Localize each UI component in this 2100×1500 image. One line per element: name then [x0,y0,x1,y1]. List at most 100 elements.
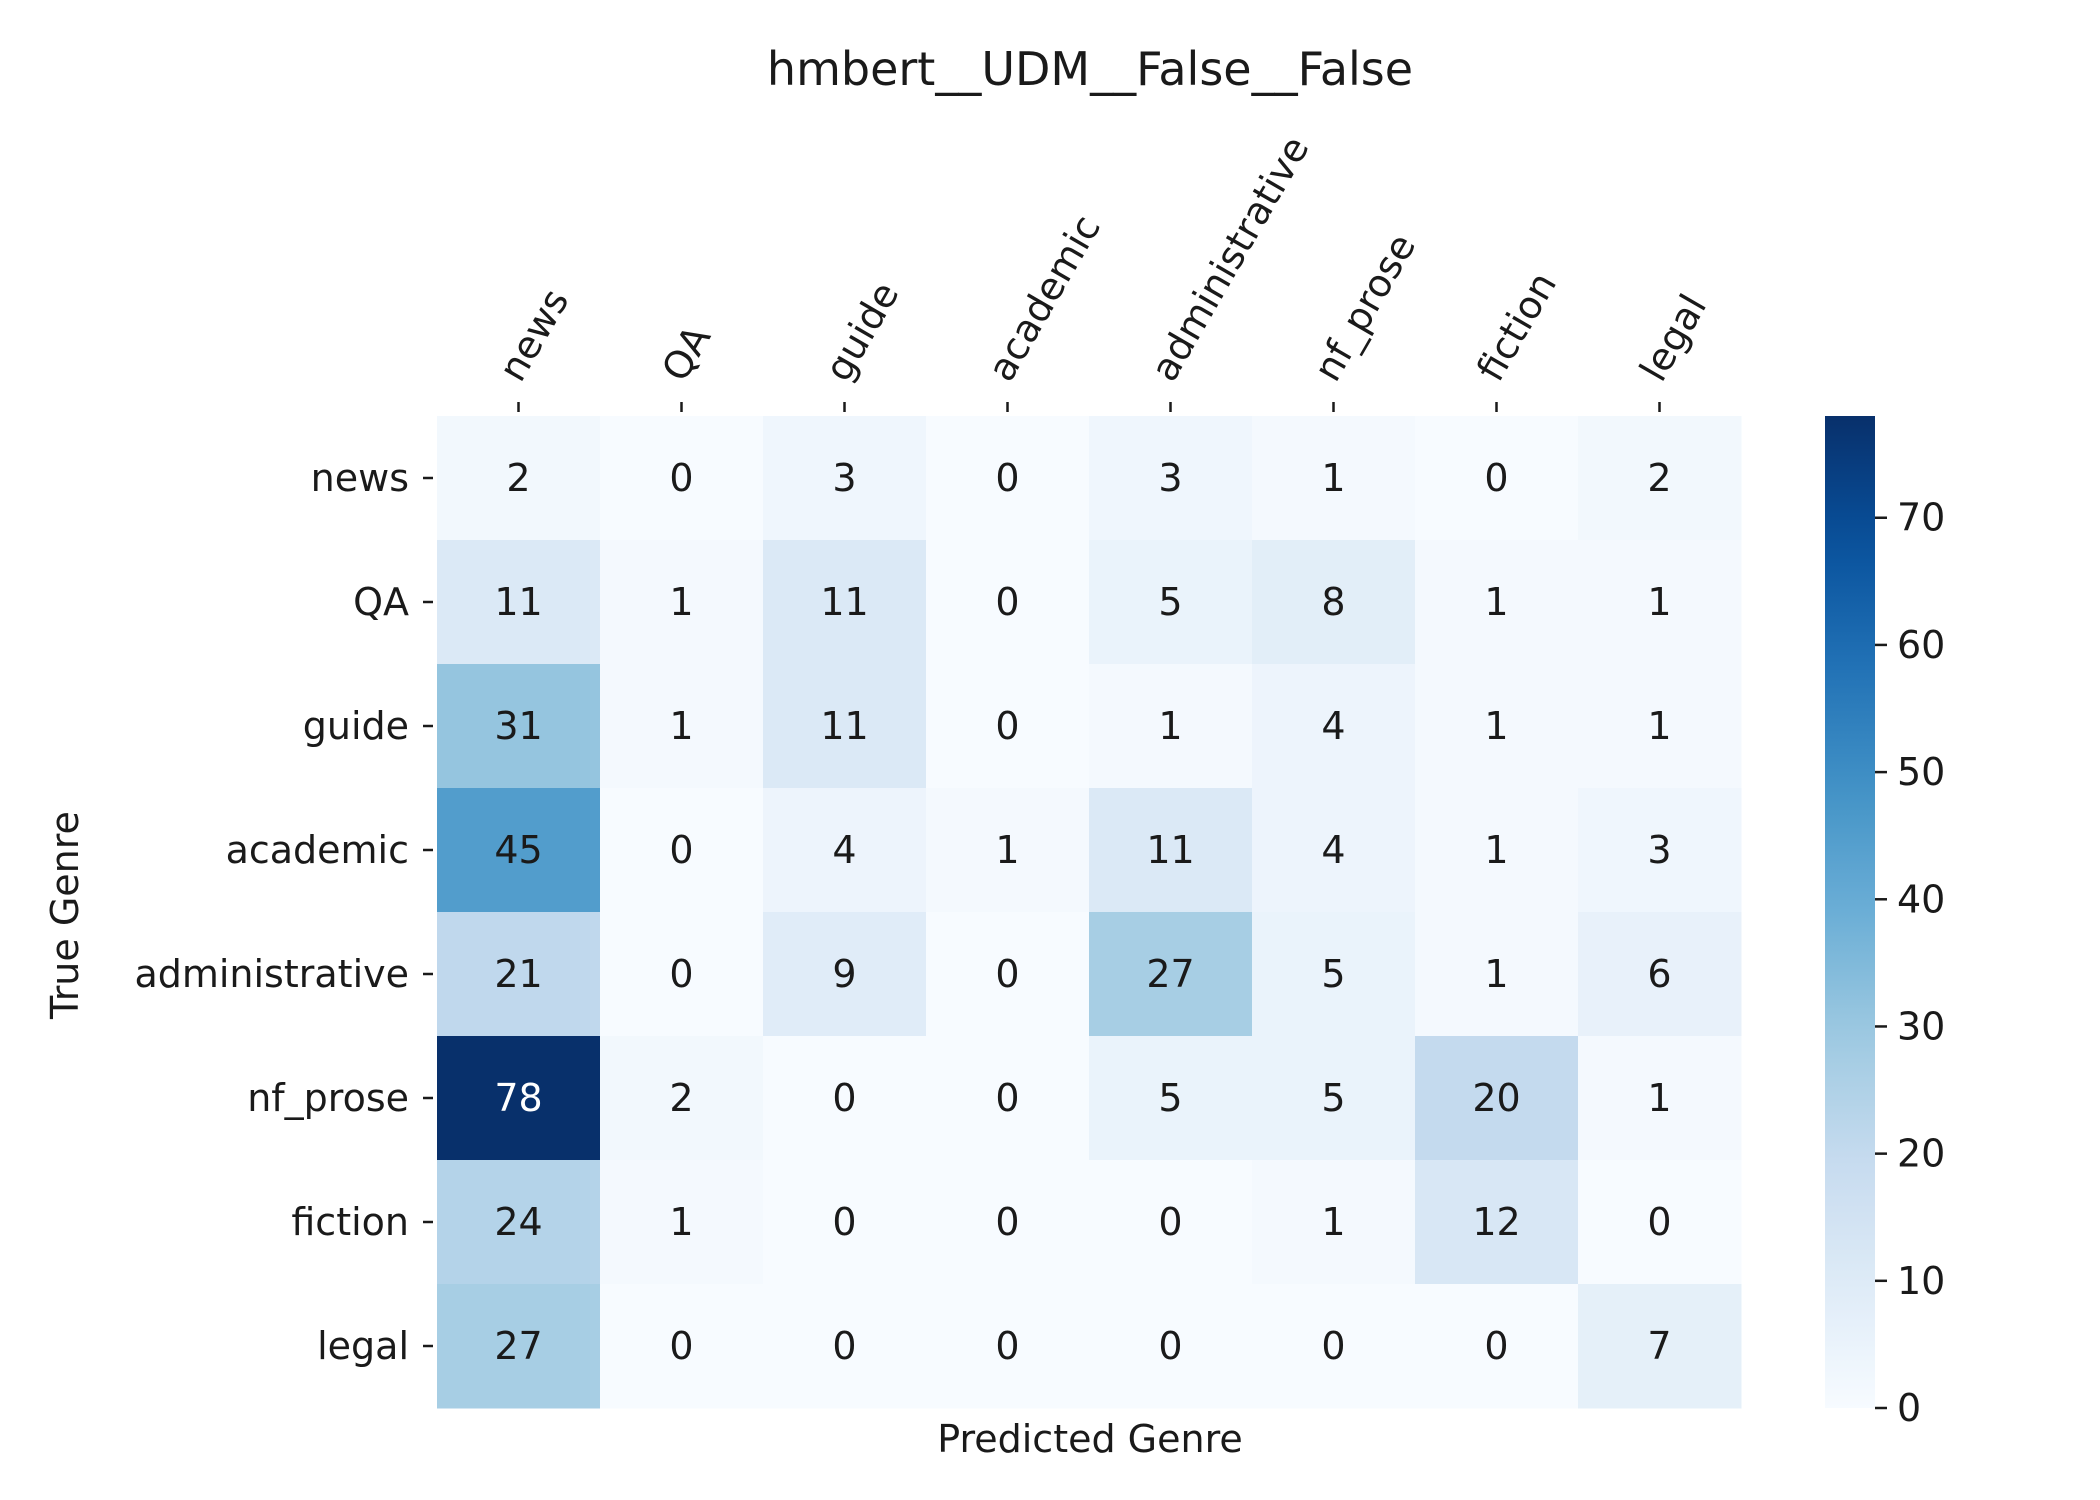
heatmap-cell [437,912,601,1037]
heatmap-cell [1252,664,1416,789]
y-tick-label: news [311,456,409,500]
cell-value-label: 2 [506,456,530,500]
colorbar-gradient [1825,416,1875,1408]
cell-value-label: 1 [669,580,693,624]
heatmap-cell [437,1284,601,1409]
heatmap-cell [1089,1284,1253,1409]
heatmap-cell [1089,416,1253,541]
heatmap-cell [437,788,601,913]
heatmap-cell [600,912,764,1037]
cell-value-label: 24 [494,1200,542,1244]
heatmap-cell [763,1284,927,1409]
y-axis-label: True Genre [43,811,87,1020]
heatmap-cell [1089,912,1253,1037]
y-tick-label: legal [317,1324,409,1368]
cell-value-label: 7 [1647,1324,1671,1368]
heatmap-cell [600,1036,764,1161]
cell-value-label: 1 [1647,1076,1671,1120]
cell-value-label: 0 [995,1200,1019,1244]
cell-value-label: 2 [669,1076,693,1120]
cell-value-label: 1 [1484,704,1508,748]
colorbar-tick-label: 40 [1897,877,1945,921]
heatmap-cell [926,1284,1090,1409]
cell-value-label: 1 [1647,704,1671,748]
heatmap-cell [1415,416,1579,541]
cell-value-label: 1 [1484,828,1508,872]
cell-value-label: 11 [1146,828,1194,872]
heatmap-cell [437,1160,601,1285]
cell-value-label: 4 [1321,828,1345,872]
x-tick-label: academic [979,208,1109,389]
heatmap-cell [926,1036,1090,1161]
heatmap-cell [926,1160,1090,1285]
heatmap-cell [1252,416,1416,541]
heatmap-cell [600,1284,764,1409]
heatmap-cell [1415,540,1579,665]
heatmap-cell [437,1036,601,1161]
cell-value-label: 0 [1484,456,1508,500]
colorbar-tick-label: 60 [1897,623,1945,667]
cell-value-label: 4 [832,828,856,872]
cell-value-label: 0 [1484,1324,1508,1368]
x-tick-label: guide [816,274,907,388]
cell-value-label: 45 [494,828,542,872]
cell-value-label: 27 [1146,952,1194,996]
cell-value-label: 11 [820,704,868,748]
cell-value-label: 0 [832,1200,856,1244]
cell-value-label: 3 [832,456,856,500]
colorbar-tick-label: 50 [1897,750,1945,794]
heatmap-cell [1252,912,1416,1037]
heatmap-cell [926,788,1090,913]
cell-value-label: 1 [1484,580,1508,624]
heatmap-cell [1252,540,1416,665]
cell-value-label: 0 [669,952,693,996]
heatmap-cell [1089,1160,1253,1285]
cell-value-label: 9 [832,952,856,996]
colorbar-tick-label: 30 [1897,1004,1945,1048]
chart-title: hmbert__UDM__False__False [767,42,1413,96]
cell-value-label: 0 [995,1324,1019,1368]
heatmap-cell [1089,540,1253,665]
heatmap-cell [763,664,927,789]
heatmap-cell [1578,540,1742,665]
cell-value-label: 1 [669,704,693,748]
heatmap-cell [1578,1036,1742,1161]
heatmap-cell [1415,788,1579,913]
heatmap-cell [1578,912,1742,1037]
colorbar-tick-label: 10 [1897,1259,1945,1303]
colorbar-tick-label: 20 [1897,1132,1945,1176]
cell-value-label: 0 [832,1076,856,1120]
cell-value-label: 0 [669,1324,693,1368]
heatmap-cell [1415,1036,1579,1161]
heatmap-cell [1578,788,1742,913]
heatmap-cell [1252,1036,1416,1161]
cell-value-label: 1 [1647,580,1671,624]
x-tick-label: administrative [1142,129,1317,389]
heatmap-cell [763,1036,927,1161]
cell-value-label: 2 [1647,456,1671,500]
cell-value-label: 0 [669,828,693,872]
heatmap-cell [763,540,927,665]
cell-value-label: 8 [1321,580,1345,624]
y-tick-label: academic [226,828,409,872]
cell-value-label: 0 [995,456,1019,500]
cell-value-label: 1 [995,828,1019,872]
heatmap-cell [1578,664,1742,789]
cell-value-label: 0 [832,1324,856,1368]
y-tick-label: QA [353,580,409,624]
heatmap-cell [1089,1036,1253,1161]
x-tick-label: fiction [1468,265,1565,389]
heatmap-cell [763,912,927,1037]
cell-value-label: 0 [1158,1324,1182,1368]
heatmap-cell [1415,912,1579,1037]
heatmap-cell [1415,664,1579,789]
heatmap-cell [763,788,927,913]
cell-value-label: 5 [1158,1076,1182,1120]
heatmap-cell [437,664,601,789]
heatmap-cell [437,416,601,541]
cell-value-label: 21 [494,952,542,996]
heatmap-cell [1578,1160,1742,1285]
cell-value-label: 78 [494,1076,542,1120]
cell-value-label: 3 [1647,828,1671,872]
